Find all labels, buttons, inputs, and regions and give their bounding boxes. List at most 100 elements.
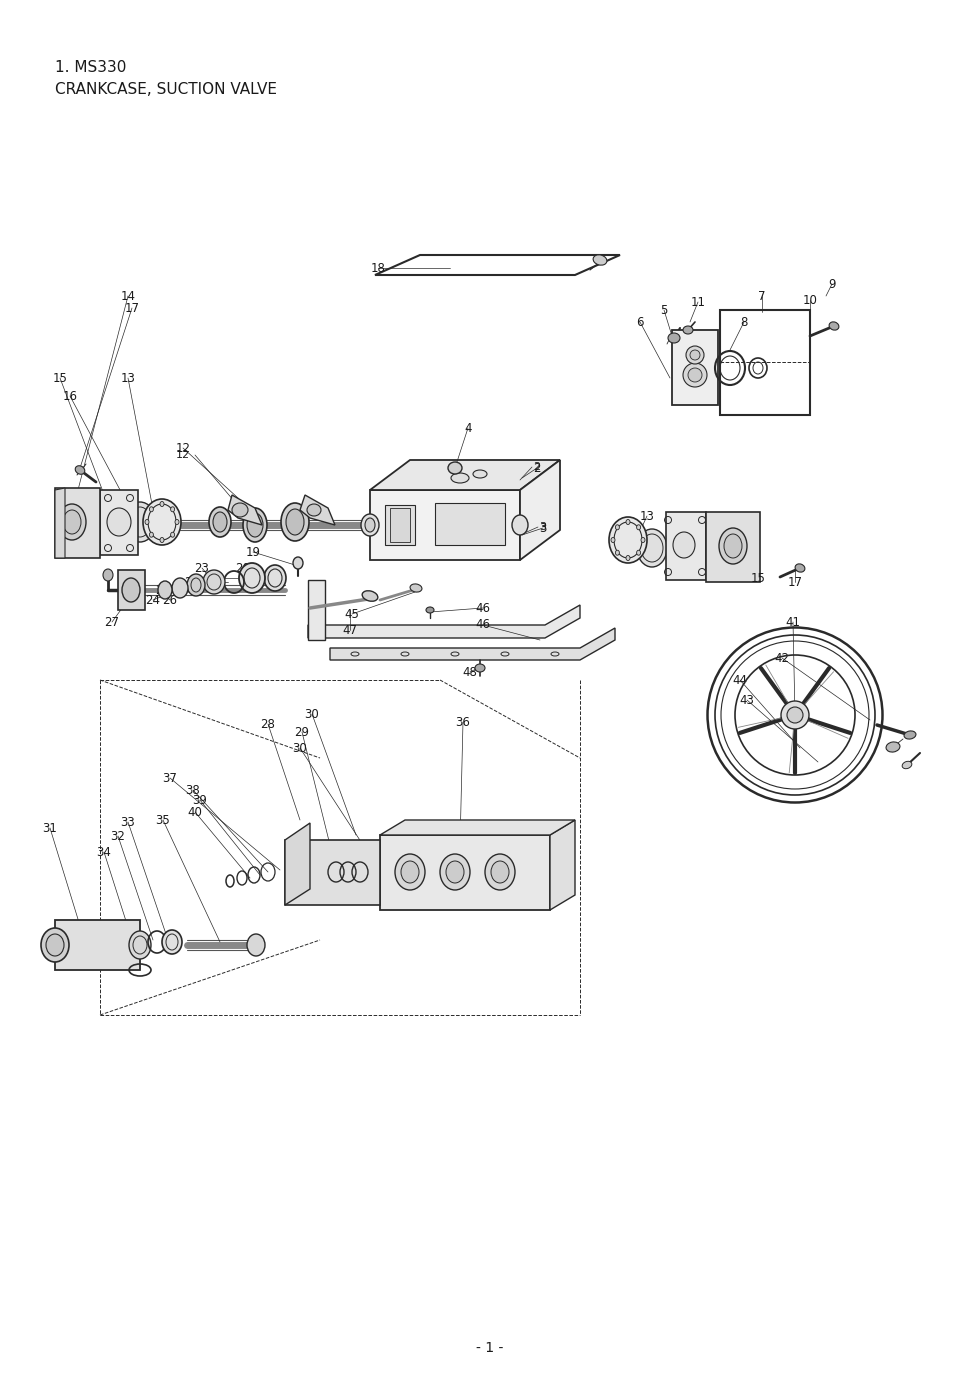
Text: 9: 9 xyxy=(828,277,836,291)
Text: 34: 34 xyxy=(97,845,112,858)
Text: 8: 8 xyxy=(740,316,748,328)
Text: 15: 15 xyxy=(53,371,68,384)
Text: 2: 2 xyxy=(533,462,541,474)
Text: 42: 42 xyxy=(774,651,790,664)
Text: 13: 13 xyxy=(640,510,655,523)
Ellipse shape xyxy=(239,563,265,593)
Text: 22: 22 xyxy=(184,575,200,589)
Ellipse shape xyxy=(673,532,695,559)
Text: 47: 47 xyxy=(342,624,358,636)
Text: 39: 39 xyxy=(192,794,208,807)
Ellipse shape xyxy=(286,509,304,535)
Ellipse shape xyxy=(905,730,916,739)
Ellipse shape xyxy=(122,578,140,602)
Ellipse shape xyxy=(307,505,321,516)
Polygon shape xyxy=(380,821,575,834)
Ellipse shape xyxy=(886,742,900,753)
Text: 3: 3 xyxy=(540,523,547,532)
Ellipse shape xyxy=(683,326,693,334)
Ellipse shape xyxy=(247,513,263,536)
Text: 45: 45 xyxy=(345,607,360,621)
Ellipse shape xyxy=(46,934,64,956)
Polygon shape xyxy=(285,823,310,905)
Ellipse shape xyxy=(281,503,309,541)
Polygon shape xyxy=(435,503,505,545)
Ellipse shape xyxy=(690,351,700,360)
Text: 12: 12 xyxy=(175,442,190,455)
Ellipse shape xyxy=(491,861,509,883)
Text: 6: 6 xyxy=(636,316,644,328)
Polygon shape xyxy=(666,511,706,579)
Text: 29: 29 xyxy=(295,725,310,739)
Ellipse shape xyxy=(103,570,113,581)
Ellipse shape xyxy=(363,590,378,602)
Ellipse shape xyxy=(473,470,487,478)
Ellipse shape xyxy=(719,528,747,564)
Text: 38: 38 xyxy=(185,783,200,797)
Ellipse shape xyxy=(626,520,630,524)
Ellipse shape xyxy=(75,466,84,474)
Ellipse shape xyxy=(213,511,227,532)
Ellipse shape xyxy=(395,854,425,890)
Text: 4: 4 xyxy=(465,421,471,434)
Ellipse shape xyxy=(171,532,174,538)
Polygon shape xyxy=(55,488,100,559)
Ellipse shape xyxy=(203,570,225,595)
Polygon shape xyxy=(380,834,550,911)
Text: 16: 16 xyxy=(730,542,746,554)
Text: 21: 21 xyxy=(206,571,220,585)
Text: 17: 17 xyxy=(788,575,803,589)
Ellipse shape xyxy=(446,861,464,883)
Text: CRANKCASE, SUCTION VALVE: CRANKCASE, SUCTION VALVE xyxy=(55,83,277,97)
Ellipse shape xyxy=(795,564,805,572)
Polygon shape xyxy=(706,511,760,582)
Text: 46: 46 xyxy=(475,602,491,614)
Text: 24: 24 xyxy=(145,593,161,607)
Ellipse shape xyxy=(440,854,470,890)
Text: 30: 30 xyxy=(293,742,308,754)
Text: 35: 35 xyxy=(156,814,171,826)
Ellipse shape xyxy=(149,507,154,511)
Ellipse shape xyxy=(124,502,156,542)
Ellipse shape xyxy=(641,538,645,542)
Polygon shape xyxy=(308,606,580,638)
Text: 15: 15 xyxy=(751,571,765,585)
Text: 33: 33 xyxy=(121,815,135,829)
Text: 20: 20 xyxy=(235,561,251,575)
Ellipse shape xyxy=(158,581,172,599)
Ellipse shape xyxy=(451,473,469,482)
Ellipse shape xyxy=(361,514,379,536)
Text: 36: 36 xyxy=(456,715,470,729)
Polygon shape xyxy=(100,491,138,554)
Text: 46: 46 xyxy=(475,618,491,632)
Ellipse shape xyxy=(58,505,86,541)
Ellipse shape xyxy=(143,499,181,545)
Polygon shape xyxy=(55,920,140,970)
Ellipse shape xyxy=(512,516,528,535)
Polygon shape xyxy=(370,491,520,560)
Text: 2: 2 xyxy=(533,462,541,473)
Ellipse shape xyxy=(724,534,742,559)
Ellipse shape xyxy=(609,517,647,563)
Ellipse shape xyxy=(637,550,641,556)
Polygon shape xyxy=(390,509,410,542)
Text: 28: 28 xyxy=(261,718,275,730)
Ellipse shape xyxy=(171,507,174,511)
Text: 31: 31 xyxy=(42,822,58,834)
Text: 13: 13 xyxy=(121,371,135,384)
Text: 18: 18 xyxy=(370,262,385,274)
Polygon shape xyxy=(520,460,560,560)
Ellipse shape xyxy=(129,931,151,959)
Text: - 1 -: - 1 - xyxy=(476,1342,504,1356)
Text: 37: 37 xyxy=(163,772,177,784)
Ellipse shape xyxy=(448,462,462,474)
Text: 14: 14 xyxy=(121,290,135,302)
Text: 7: 7 xyxy=(759,290,765,302)
Ellipse shape xyxy=(264,565,286,590)
Text: 16: 16 xyxy=(63,389,77,402)
Ellipse shape xyxy=(172,578,188,597)
Text: 44: 44 xyxy=(732,674,748,686)
Polygon shape xyxy=(228,495,262,525)
Text: 43: 43 xyxy=(740,693,755,707)
Ellipse shape xyxy=(903,761,911,769)
